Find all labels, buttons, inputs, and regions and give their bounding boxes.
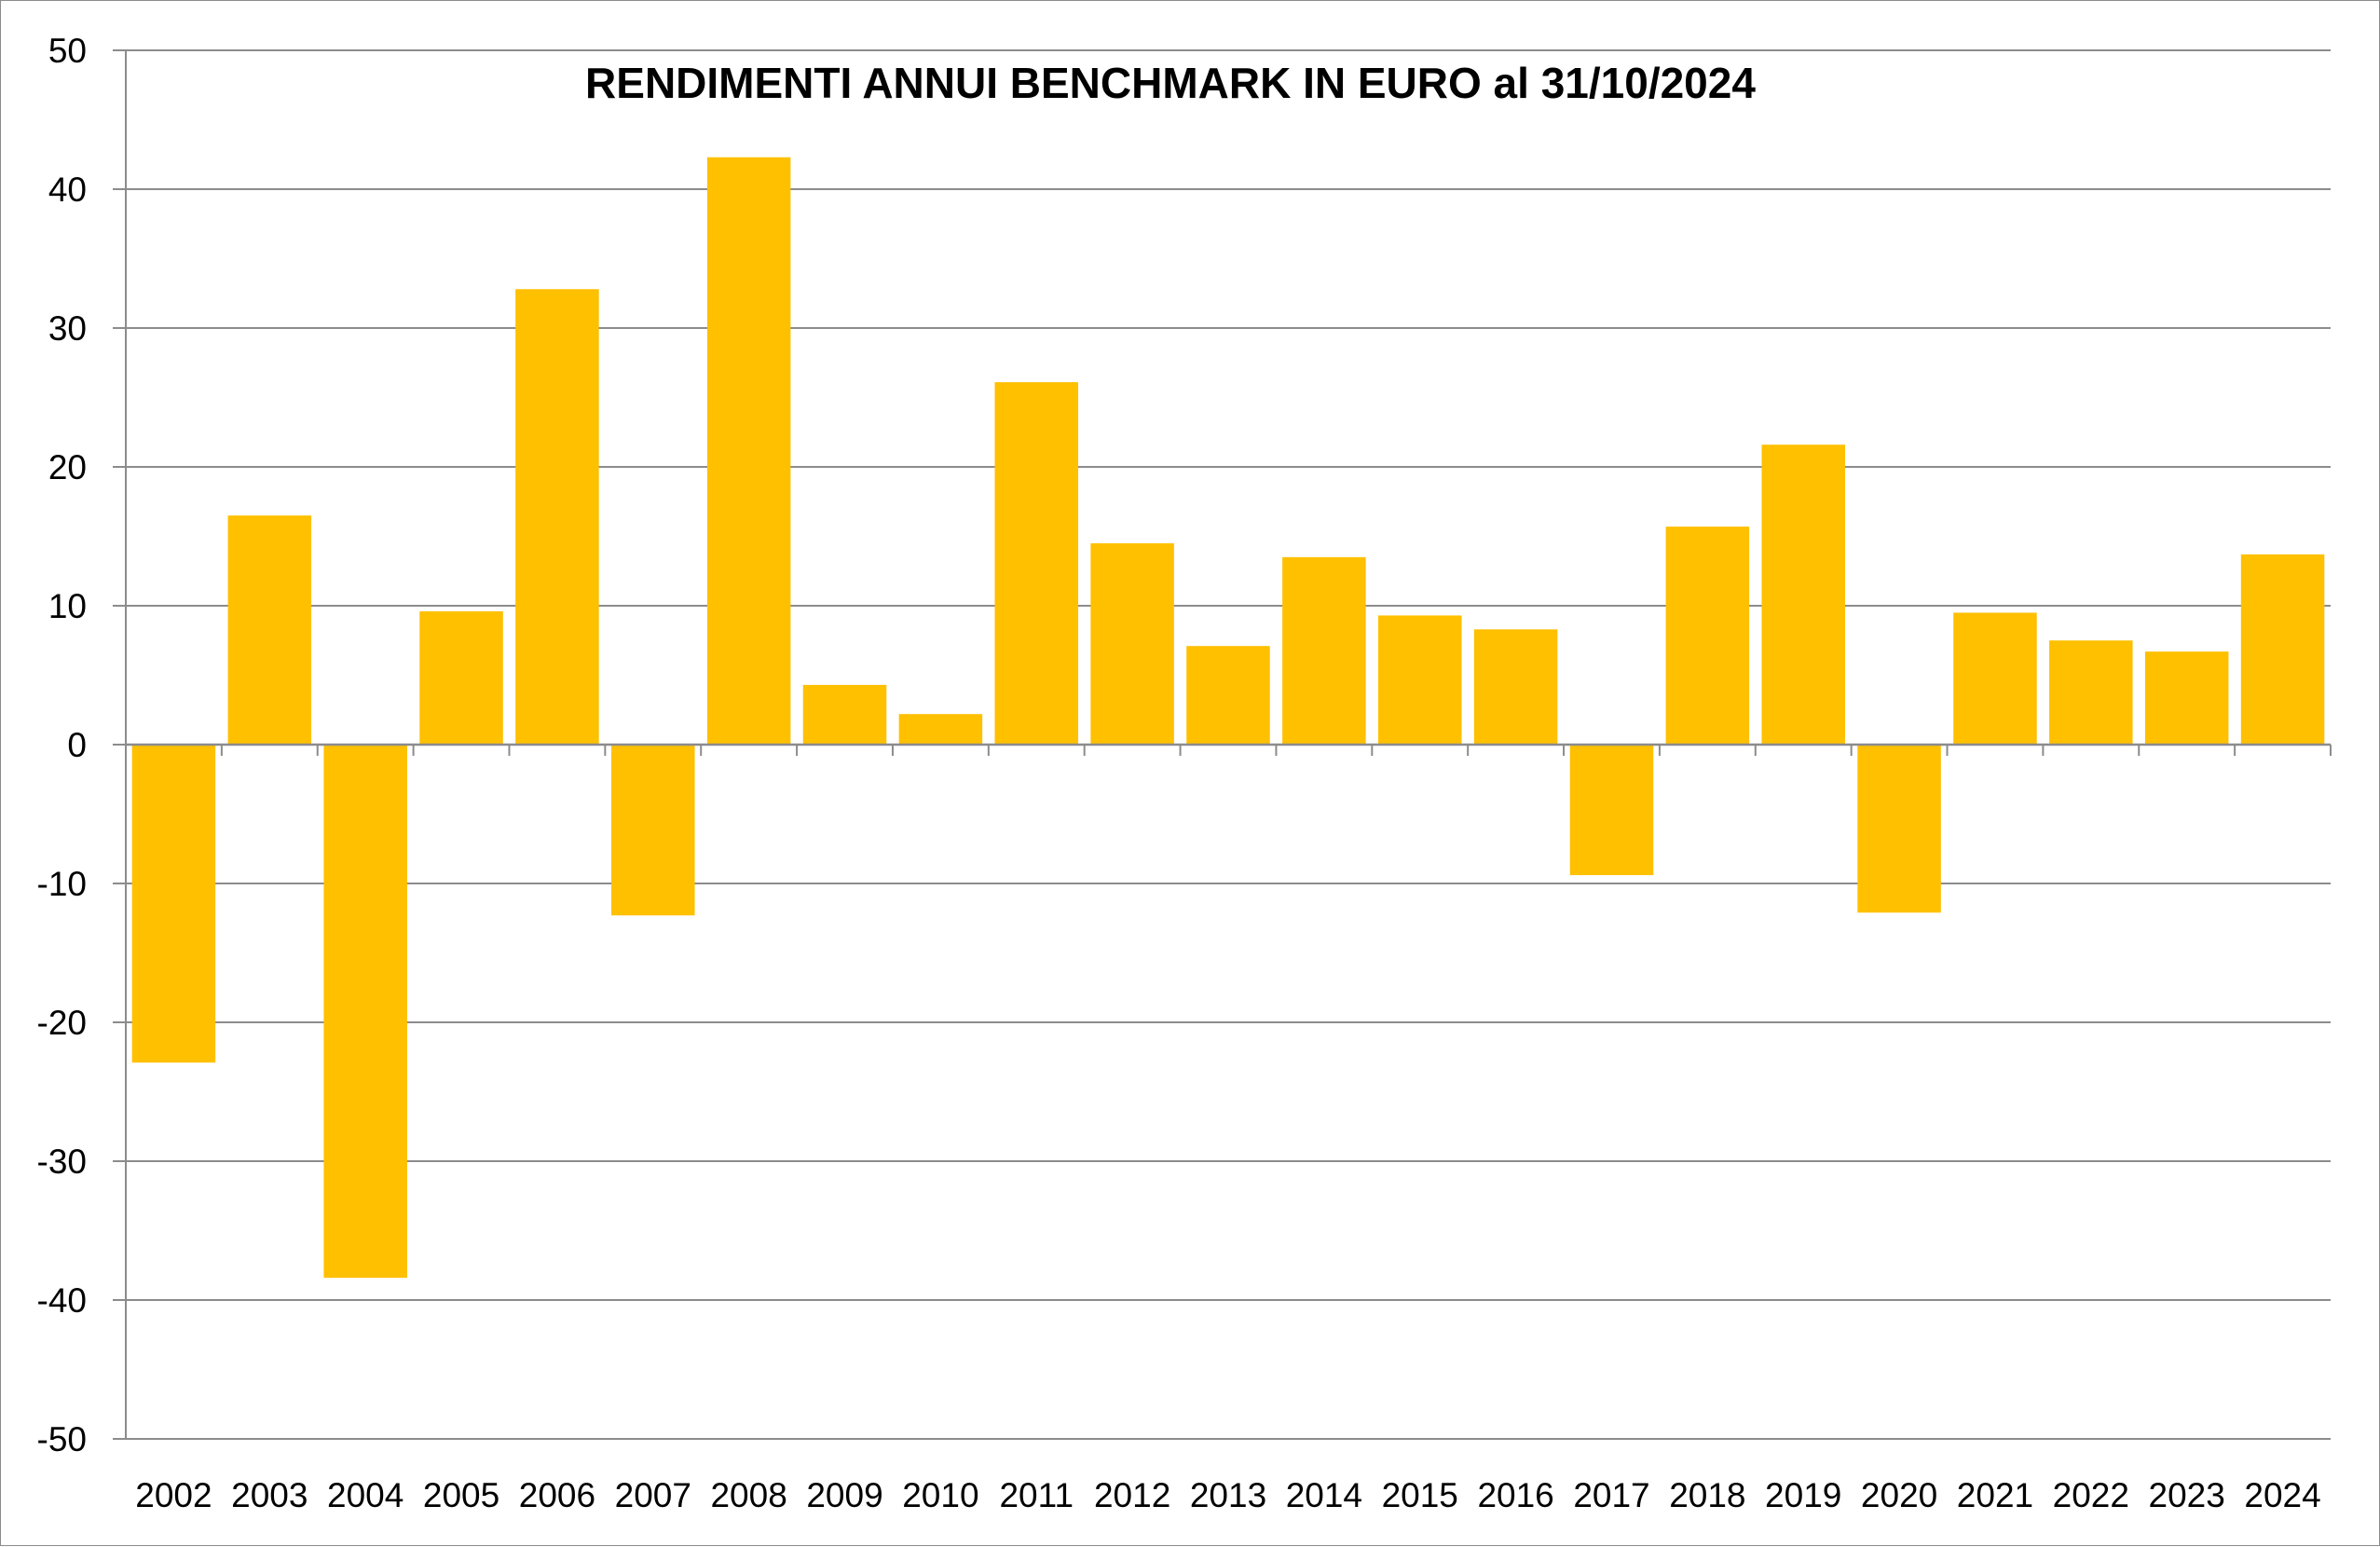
- y-tick-label: -30: [37, 1143, 87, 1181]
- chart-title: RENDIMENTI ANNUI BENCHMARK IN EURO al 31…: [585, 59, 1756, 107]
- bar-2014: [1282, 556, 1366, 745]
- x-tick-label: 2006: [519, 1476, 595, 1514]
- bar-2009: [802, 684, 887, 745]
- x-tick-label: 2017: [1573, 1476, 1649, 1514]
- x-tick-label: 2004: [327, 1476, 404, 1514]
- bar-2013: [1186, 646, 1270, 745]
- bar-2020: [1857, 745, 1941, 913]
- x-tick-label: 2021: [1957, 1476, 2033, 1514]
- y-tick-label: -40: [37, 1281, 87, 1320]
- bar-2011: [994, 382, 1079, 745]
- bar-2016: [1473, 629, 1558, 745]
- bars: [131, 157, 2325, 1279]
- y-tick-labels: 50 40 30 20 10 0 -10 -20 -30 -40 -50: [37, 32, 87, 1458]
- y-tick-label: 0: [67, 726, 87, 764]
- x-tick-label: 2020: [1861, 1476, 1937, 1514]
- bar-2010: [898, 714, 983, 745]
- y-tick-label: 20: [48, 448, 87, 486]
- bar-2003: [227, 515, 312, 745]
- bar-2018: [1665, 527, 1750, 745]
- x-tick-label: 2011: [999, 1476, 1074, 1514]
- gridlines: [126, 49, 2331, 1440]
- x-tick-label: 2014: [1286, 1476, 1362, 1514]
- bar-2008: [706, 157, 791, 746]
- y-tick-label: -10: [37, 865, 87, 903]
- axes: [113, 49, 2332, 1440]
- y-tick-label: -20: [37, 1004, 87, 1042]
- y-tick-label: 10: [48, 587, 87, 625]
- bar-2017: [1569, 745, 1654, 876]
- x-tick-label: 2019: [1765, 1476, 1841, 1514]
- y-tick-label: 40: [48, 171, 87, 209]
- x-tick-label: 2005: [423, 1476, 499, 1514]
- bar-2021: [1953, 612, 2037, 745]
- x-tick-label: 2009: [806, 1476, 882, 1514]
- x-tick-label: 2003: [231, 1476, 308, 1514]
- bar-2004: [323, 745, 407, 1279]
- x-tick-label: 2007: [615, 1476, 691, 1514]
- bar-2019: [1761, 445, 1845, 745]
- x-tick-label: 2008: [710, 1476, 786, 1514]
- bar-2023: [2144, 651, 2229, 745]
- bar-2024: [2240, 554, 2325, 745]
- y-tick-label: 30: [48, 309, 87, 348]
- x-tick-label: 2002: [135, 1476, 212, 1514]
- x-tick-labels: 2002 2003 2004 2005 2006 2007 2008 2009 2010 2011…: [135, 1476, 2320, 1514]
- x-tick-label: 2015: [1382, 1476, 1458, 1514]
- y-tick-label: 50: [48, 32, 87, 70]
- x-tick-label: 2024: [2244, 1476, 2320, 1514]
- x-tick-label: 2016: [1477, 1476, 1553, 1514]
- bar-2006: [515, 289, 599, 745]
- bar-2012: [1090, 542, 1174, 745]
- x-tick-label: 2018: [1669, 1476, 1745, 1514]
- bar-2015: [1377, 615, 1462, 745]
- x-tick-label: 2022: [2053, 1476, 2129, 1514]
- bar-2002: [131, 745, 216, 1063]
- x-tick-label: 2023: [2149, 1476, 2225, 1514]
- bar-2007: [611, 745, 695, 916]
- y-tick-label: -50: [37, 1420, 87, 1458]
- bar-2005: [419, 610, 503, 745]
- x-tick-label: 2013: [1190, 1476, 1266, 1514]
- x-tick-label: 2012: [1094, 1476, 1170, 1514]
- x-tick-label: 2010: [902, 1476, 978, 1514]
- bar-2022: [2049, 640, 2133, 745]
